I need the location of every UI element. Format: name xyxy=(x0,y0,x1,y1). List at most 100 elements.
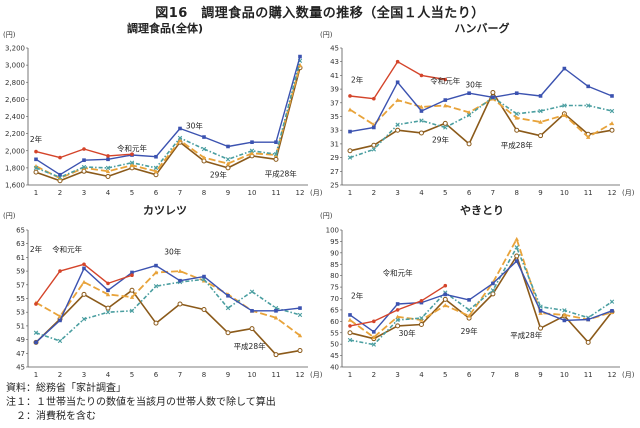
x-tick-label: 8 xyxy=(514,371,518,379)
data-point-y29 xyxy=(347,317,353,322)
unit-label: (円) xyxy=(3,31,16,39)
x-tick-label: 1 xyxy=(348,371,352,379)
panel-title: カツレツ xyxy=(143,204,187,217)
data-point-h28 xyxy=(466,141,472,147)
data-point-y29 xyxy=(371,335,377,340)
data-point-r1 xyxy=(274,140,278,144)
annotation-label: 30年 xyxy=(186,120,204,130)
data-point-y29 xyxy=(297,62,303,67)
data-point-r1 xyxy=(154,154,158,159)
x-tick-label: 5 xyxy=(443,189,447,197)
data-point-y29 xyxy=(514,236,519,241)
data-point-r1 xyxy=(586,84,590,89)
data-point-y29 xyxy=(562,112,567,117)
data-point-h28 xyxy=(81,168,87,174)
annotation-label: 29年 xyxy=(432,135,450,145)
data-point-r1 xyxy=(178,278,182,283)
data-point-y30 xyxy=(419,118,424,123)
y-tick-label: 25 xyxy=(330,182,339,190)
series-line-r1 xyxy=(349,67,613,133)
data-point-y30 xyxy=(57,338,63,344)
data-point-y29 xyxy=(105,292,111,297)
x-tick-label: 12 xyxy=(608,371,617,379)
data-point-r1 xyxy=(274,309,278,313)
data-point-r2 xyxy=(443,77,448,82)
x-tick-label: 6 xyxy=(154,371,159,379)
data-point-r1 xyxy=(514,259,519,263)
data-point-y30 xyxy=(466,112,472,118)
panel-title: 調理食品(全体) xyxy=(127,22,203,35)
data-point-h28 xyxy=(273,352,279,358)
data-point-y29 xyxy=(419,104,424,109)
data-point-y30 xyxy=(105,310,111,315)
data-point-y30 xyxy=(609,299,615,304)
data-point-h28 xyxy=(129,287,135,293)
data-point-y29 xyxy=(466,313,472,318)
x-unit-label: (月) xyxy=(622,189,635,197)
data-point-y29 xyxy=(395,314,400,319)
data-point-r2 xyxy=(419,298,424,303)
data-point-y29 xyxy=(129,163,135,168)
data-point-y30 xyxy=(249,148,255,153)
data-point-r1 xyxy=(372,330,376,334)
data-point-h28 xyxy=(225,330,231,336)
x-tick-label: 5 xyxy=(130,189,134,197)
data-point-r1 xyxy=(106,288,110,293)
annotation-label: 29年 xyxy=(461,326,479,336)
data-point-y30 xyxy=(81,316,87,322)
data-point-r2 xyxy=(58,155,62,160)
data-point-r1 xyxy=(610,94,614,98)
x-tick-label: 12 xyxy=(296,189,305,197)
y-tick-label: 61 xyxy=(16,254,25,262)
data-point-y29 xyxy=(249,151,255,156)
x-tick-label: 11 xyxy=(272,189,281,197)
data-point-y30 xyxy=(153,283,159,289)
data-point-y30 xyxy=(153,165,159,171)
data-point-h28 xyxy=(514,253,520,259)
series-line-h28 xyxy=(35,289,301,356)
data-point-r2 xyxy=(395,308,400,312)
y-tick-label: 37 xyxy=(330,99,339,107)
data-point-h28 xyxy=(609,127,615,133)
charts-canvas: 調理食品(全体) (円) 1,600 1,800 2,000 2,200 2,400 2,60… xyxy=(3,22,635,379)
data-point-h28 xyxy=(418,130,424,136)
panel-title: やきとり xyxy=(460,204,504,217)
data-point-r1 xyxy=(372,125,376,130)
x-tick-label: 10 xyxy=(560,189,569,197)
data-point-r1 xyxy=(250,309,254,313)
data-point-h28 xyxy=(395,127,401,133)
y-tick-label: 35 xyxy=(330,113,339,121)
data-point-r1 xyxy=(467,298,471,302)
data-point-r1 xyxy=(202,135,206,139)
x-tick-label: 11 xyxy=(584,371,593,379)
data-point-r2 xyxy=(82,262,86,267)
data-point-y29 xyxy=(419,317,424,322)
y-tick-label: 2,000 xyxy=(5,147,25,155)
annotation-label: 令和元年 xyxy=(383,268,413,278)
data-point-h28 xyxy=(347,148,353,154)
data-point-h28 xyxy=(105,305,111,311)
y-tick-label: 59 xyxy=(16,268,25,276)
data-point-y30 xyxy=(297,312,303,318)
data-point-r1 xyxy=(226,144,230,149)
annotation-label: 30年 xyxy=(399,328,417,338)
x-unit-label: (月) xyxy=(310,371,323,379)
data-point-h28 xyxy=(395,323,401,329)
annotation-label: 平成28年 xyxy=(265,168,298,178)
x-tick-label: 2 xyxy=(58,189,62,197)
series-line-r2 xyxy=(35,263,133,305)
data-point-r1 xyxy=(348,313,352,317)
data-point-r1 xyxy=(443,292,448,297)
annotation-label: 平成28年 xyxy=(234,341,267,351)
data-point-r2 xyxy=(34,149,38,154)
x-tick-label: 11 xyxy=(272,371,281,379)
x-tick-label: 7 xyxy=(491,189,495,197)
x-tick-label: 5 xyxy=(443,371,447,379)
y-tick-label: 75 xyxy=(330,284,339,292)
series-line-h28 xyxy=(349,91,613,152)
data-point-r2 xyxy=(106,154,110,158)
data-point-h28 xyxy=(538,325,544,331)
data-point-y30 xyxy=(225,305,231,311)
